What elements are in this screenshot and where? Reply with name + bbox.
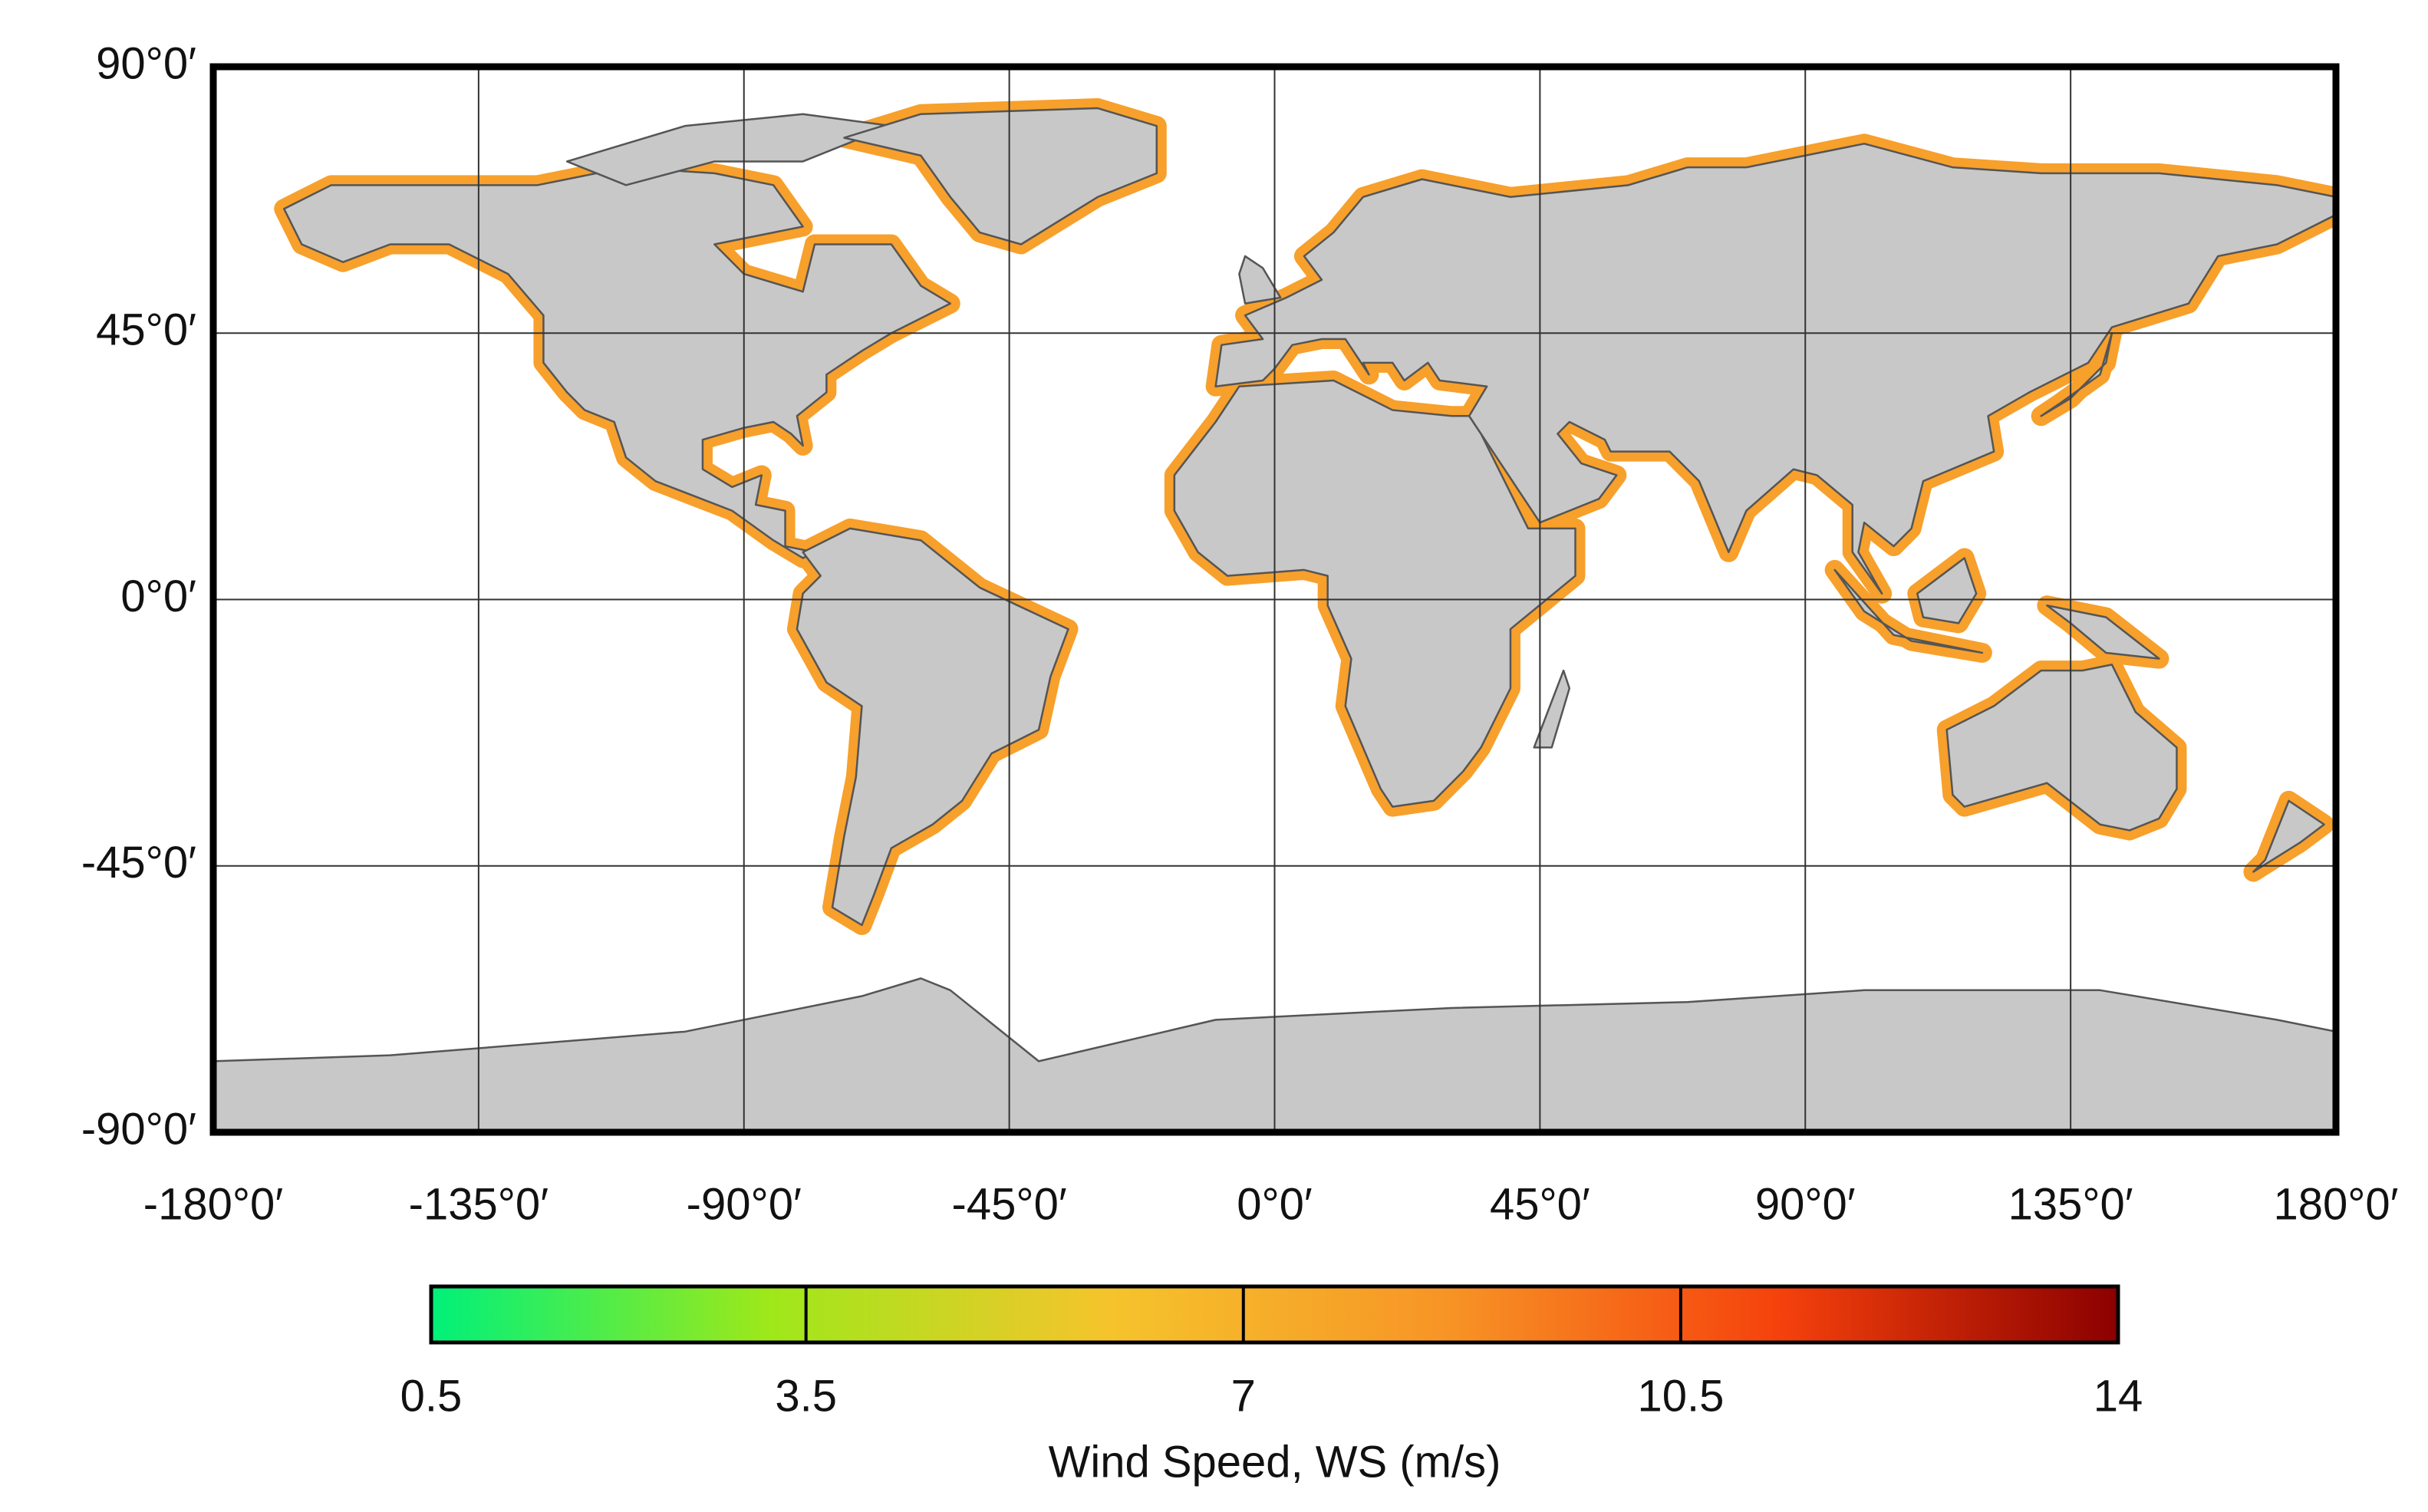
colorbar: [429, 1284, 2120, 1345]
colorbar-tick-label: 0.5: [400, 1371, 463, 1421]
x-tick-label: 45°0′: [1490, 1179, 1590, 1229]
x-tick-label: 135°0′: [2008, 1179, 2133, 1229]
colorbar-label: Wind Speed, WS (m/s): [1049, 1437, 1501, 1487]
colorbar-ticks: 0.5 3.5 7 10.5 14: [400, 1286, 2143, 1421]
colorbar-tick-label: 3.5: [775, 1371, 837, 1421]
x-tick-label: -90°0′: [687, 1179, 802, 1229]
x-tick-label: 0°0′: [1237, 1179, 1313, 1229]
x-tick-label: 90°0′: [1755, 1179, 1856, 1229]
x-tick-label: 180°0′: [2273, 1179, 2398, 1229]
colorbar-tick-label: 7: [1231, 1371, 1256, 1421]
axis-labels: -180°0′ -135°0′ -90°0′ -45°0′ 0°0′ 45°0′ 90°0′…: [81, 38, 2399, 1229]
y-tick-label: 90°0′: [96, 38, 196, 88]
y-tick-label: 0°0′: [120, 572, 196, 621]
x-tick-label: -180°0′: [143, 1179, 283, 1229]
map-frame: [209, 63, 2340, 1136]
colorbar-tick-label: 10.5: [1637, 1371, 1724, 1421]
x-tick-label: -45°0′: [952, 1179, 1067, 1229]
colorbar-tick-label: 14: [2094, 1371, 2143, 1421]
y-tick-label: -45°0′: [81, 838, 196, 888]
x-tick-label: -135°0′: [409, 1179, 549, 1229]
y-tick-label: -90°0′: [81, 1104, 196, 1154]
y-tick-label: 45°0′: [96, 305, 196, 355]
